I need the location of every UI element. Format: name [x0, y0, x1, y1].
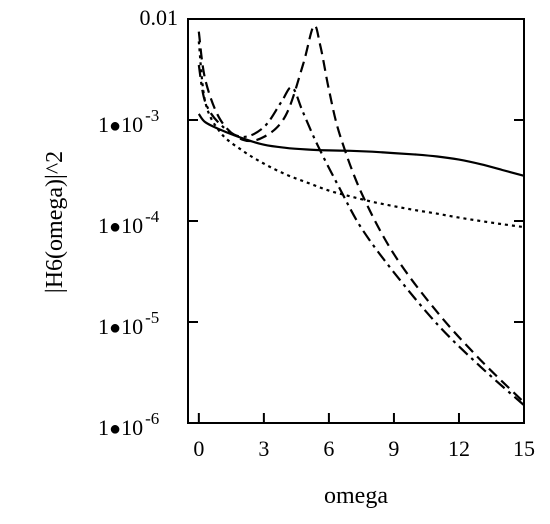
- x-tick-label: 15: [513, 436, 535, 461]
- series-line-dash-dot: [197, 64, 525, 407]
- multiply-dot: ●: [109, 317, 121, 339]
- x-tick-labels: 0 3 6 9 12 15: [193, 436, 535, 461]
- series-line-dotted: [197, 41, 525, 229]
- x-tick-label: 12: [448, 436, 470, 461]
- multiply-dot: ●: [109, 216, 121, 238]
- plot-area-frame: [187, 18, 525, 424]
- axis-ticks: [188, 18, 525, 424]
- multiply-dot: ●: [109, 418, 121, 440]
- y-tick-label: 1●10 -5: [98, 308, 159, 339]
- y-axis-label: |H6(omega)|^2: [42, 151, 68, 293]
- series-line-solid: [197, 113, 525, 177]
- y-tick-label: 1●10 -4: [98, 207, 160, 238]
- series-line-dashed: [197, 24, 525, 404]
- x-tick-label: 3: [258, 436, 269, 461]
- multiply-dot: ●: [109, 115, 121, 137]
- x-tick-label: 6: [323, 436, 334, 461]
- y-tick-label: 1●10 -6: [98, 409, 159, 440]
- y-tick-label: 0.01: [140, 5, 179, 30]
- y-tick-labels: 0.01 1●10 -3 1●10 -4 1●10 -5 1●10 -6: [98, 5, 178, 440]
- x-tick-label: 9: [388, 436, 399, 461]
- x-axis-label: omega: [324, 483, 388, 509]
- series-group: [197, 24, 525, 407]
- x-tick-label: 0: [193, 436, 204, 461]
- y-tick-label: 1●10 -3: [98, 106, 159, 137]
